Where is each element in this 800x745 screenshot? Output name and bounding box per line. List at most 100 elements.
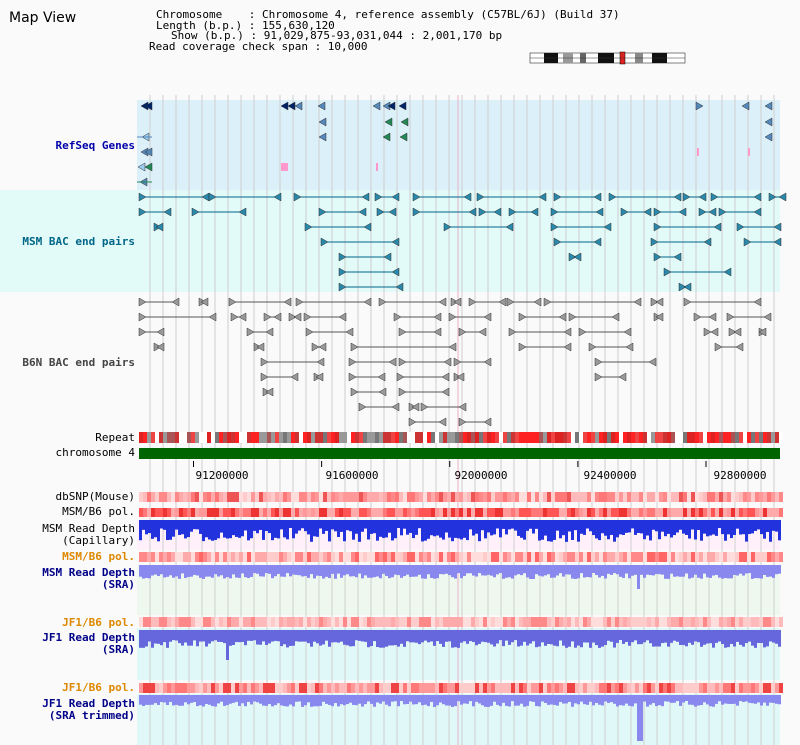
- gene-arrow: [741, 101, 750, 111]
- depth-bar: [445, 695, 448, 706]
- depth-bar: [169, 630, 172, 642]
- depth-bar: [724, 695, 727, 704]
- pol-block: [431, 552, 435, 562]
- dbsnp-block: [163, 492, 167, 502]
- pol-block: [323, 683, 327, 693]
- pol-block: [539, 683, 543, 693]
- depth-bar: [583, 695, 586, 705]
- repeat-block: [639, 432, 643, 443]
- repeat-block: [579, 432, 583, 443]
- pol-block: [171, 508, 175, 517]
- pol-block: [523, 552, 527, 562]
- depth-bar: [709, 565, 712, 578]
- depth-bar: [502, 630, 505, 647]
- depth-bar: [562, 630, 565, 646]
- dbsnp-block: [671, 492, 675, 502]
- pol-block: [623, 617, 627, 627]
- pol-block: [235, 683, 239, 693]
- repeat-block: [535, 432, 539, 443]
- pol-block: [443, 617, 447, 627]
- dbsnp-block: [511, 492, 515, 502]
- depth-bar: [250, 695, 253, 705]
- depth-bar: [754, 695, 757, 704]
- pol-block: [387, 617, 391, 627]
- msm-bac-pair-end: [318, 207, 327, 217]
- depth-bar: [394, 630, 397, 646]
- pol-block: [667, 683, 671, 693]
- pol-block: [367, 617, 371, 627]
- depth-bar: [235, 520, 238, 537]
- depth-bar: [772, 630, 775, 643]
- pol-block: [191, 508, 195, 517]
- pol-block: [335, 552, 339, 562]
- repeat-block: [339, 432, 343, 443]
- pol-block: [283, 683, 287, 693]
- msm-bac-pair-end: [682, 192, 691, 202]
- depth-bar: [286, 630, 289, 648]
- pol-block: [327, 508, 331, 517]
- pol-block: [303, 508, 307, 517]
- chromosome-ideogram[interactable]: [529, 51, 686, 65]
- pol-block: [339, 552, 343, 562]
- depth-bar: [526, 630, 529, 646]
- repeat-block: [283, 432, 287, 443]
- repeat-block: [591, 432, 595, 443]
- pol-block: [479, 617, 483, 627]
- repeat-block: [223, 432, 227, 443]
- depth-bar: [766, 520, 769, 532]
- dbsnp-block: [383, 492, 387, 502]
- depth-bar: [343, 520, 346, 542]
- depth-bar: [484, 630, 487, 643]
- depth-bar: [691, 695, 694, 705]
- pol-block: [267, 617, 271, 627]
- depth-bar: [631, 565, 634, 576]
- depth-bar: [373, 565, 376, 578]
- depth-bar: [613, 520, 616, 542]
- depth-bar: [427, 520, 430, 539]
- pol-block: [175, 552, 179, 562]
- repeat-block: [379, 432, 383, 443]
- repeat-block: [319, 432, 323, 443]
- dbsnp-block: [263, 492, 267, 502]
- b6n-bac-pair-end: [396, 372, 405, 382]
- pol-block: [635, 683, 639, 693]
- pol-block: [259, 508, 263, 517]
- depth-bar: [730, 630, 733, 644]
- depth-bar: [295, 630, 298, 642]
- dbsnp-block: [167, 492, 171, 502]
- repeat-block: [599, 432, 603, 443]
- b6n-bac-pair-end: [468, 297, 477, 307]
- b6n-bac-pair-end: [348, 357, 357, 367]
- depth-bar: [322, 565, 325, 579]
- depth-bar: [571, 565, 574, 579]
- pol-block: [735, 683, 739, 693]
- depth-bar: [271, 520, 274, 541]
- depth-bar: [661, 520, 664, 532]
- depth-bar: [664, 695, 667, 702]
- depth-bar: [637, 520, 640, 533]
- depth-bar: [661, 565, 664, 575]
- msm-bac-pair-end: [138, 207, 147, 217]
- dbsnp-block: [191, 492, 195, 502]
- pol-block: [627, 552, 631, 562]
- depth-bar: [274, 565, 277, 577]
- pol-block: [735, 617, 739, 627]
- depth-bar: [538, 565, 541, 576]
- depth-bar: [211, 630, 214, 642]
- depth-bar: [598, 630, 601, 648]
- dbsnp-block: [323, 492, 327, 502]
- pol-block: [283, 617, 287, 627]
- dbsnp-block: [667, 492, 671, 502]
- depth-bar: [697, 695, 700, 706]
- b6n-bac-pair-end: [228, 297, 237, 307]
- pol-block: [459, 552, 463, 562]
- chromosome-info: Chromosome : Chromosome 4, reference ass…: [149, 9, 620, 52]
- pol-block: [367, 508, 371, 517]
- depth-bar: [151, 695, 154, 705]
- depth-bar: [235, 565, 238, 578]
- depth-bar: [325, 520, 328, 531]
- repeat-block: [587, 432, 591, 443]
- depth-bar: [307, 630, 310, 644]
- b6n-bac-pair-end: [633, 297, 642, 307]
